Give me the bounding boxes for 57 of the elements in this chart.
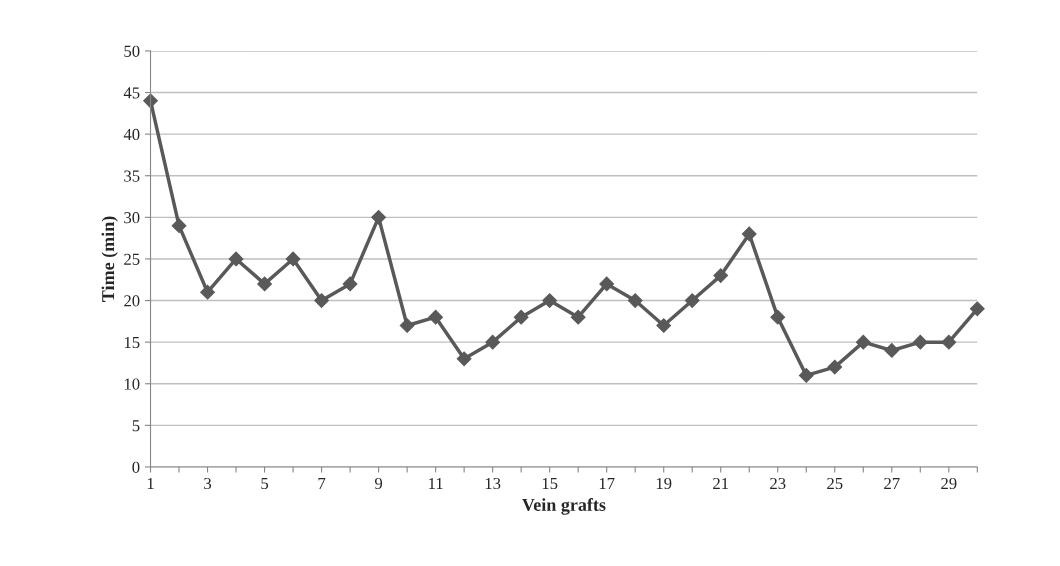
y-tick-label: 40: [123, 128, 140, 141]
point: [713, 268, 729, 283]
y-tick-label: 30: [124, 212, 140, 224]
x-tick-label: 9: [374, 477, 383, 490]
point: [456, 351, 472, 367]
y-tick-label: 45: [123, 87, 140, 99]
x-tick-label: 29: [941, 477, 957, 490]
point: [969, 301, 985, 317]
y-tick-label: 5: [132, 420, 140, 432]
point: [570, 309, 586, 325]
point: [257, 276, 272, 292]
x-tick-label: 11: [429, 477, 443, 489]
point: [371, 209, 386, 225]
x-tick-label: 17: [599, 477, 615, 489]
x-tick-label: 15: [542, 477, 558, 490]
point: [342, 276, 358, 292]
point: [827, 359, 843, 375]
point: [627, 293, 643, 308]
point: [912, 334, 928, 350]
y-axis-title: Time (min): [101, 216, 118, 302]
point: [884, 343, 900, 358]
x-tick-label: 25: [827, 477, 843, 490]
y-tick-label: 20: [124, 295, 140, 307]
point: [171, 218, 187, 234]
point: [485, 334, 501, 350]
point: [228, 251, 244, 267]
point: [428, 309, 444, 325]
point: [798, 368, 814, 383]
point: [542, 293, 558, 308]
point: [200, 284, 215, 300]
point: [684, 293, 700, 308]
point: [285, 251, 301, 267]
x-tick-label: 19: [656, 477, 672, 490]
x-tick-label: 5: [261, 478, 269, 490]
x-tick-label: 7: [318, 478, 326, 489]
x-tick-label: 13: [485, 477, 501, 490]
y-tick-label: 25: [124, 253, 140, 265]
point: [770, 309, 786, 325]
point: [314, 293, 329, 308]
point: [855, 334, 871, 350]
point: [941, 334, 957, 350]
y-tick-label: 15: [124, 336, 140, 349]
y-tick-label: 10: [124, 378, 140, 390]
y-tick-label: 35: [124, 170, 140, 182]
x-tick-label: 1: [147, 477, 154, 489]
x-tick-label: 23: [770, 477, 786, 490]
y-tick-label: 50: [124, 45, 140, 57]
x-axis-title: Vein grafts: [522, 498, 606, 515]
point: [399, 318, 415, 333]
point: [513, 309, 529, 325]
y-tick-label: 0: [132, 461, 140, 473]
x-tick-label: 3: [204, 477, 212, 490]
point: [741, 226, 757, 242]
point: [599, 276, 615, 292]
x-tick-label: 27: [884, 477, 900, 489]
x-tick-label: 21: [713, 477, 729, 489]
point: [656, 318, 672, 333]
